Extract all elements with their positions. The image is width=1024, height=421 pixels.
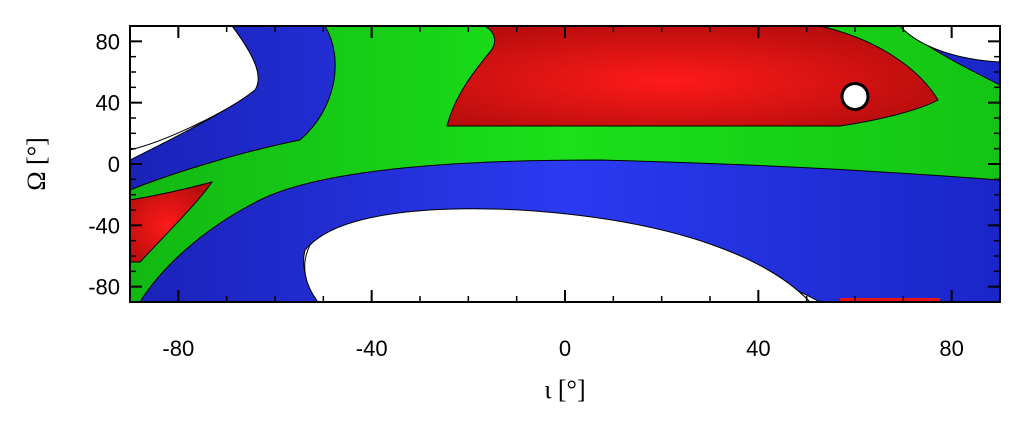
y-tick-label: -40 — [88, 213, 120, 238]
contour-strip-bottom — [840, 298, 940, 302]
y-tick-label: 40 — [96, 91, 120, 116]
contour-level-inner-left — [130, 181, 214, 263]
x-axis-label: ι [°] — [544, 375, 585, 404]
contour-map — [130, 26, 1000, 302]
y-tick-label: -80 — [88, 275, 120, 300]
x-tick-label: 40 — [746, 336, 770, 361]
empty-region-bottom — [304, 208, 811, 302]
axis-tick-labels: -80 -40 0 40 80 80 40 0 -40 -80 — [88, 29, 964, 361]
best-fit-marker — [840, 82, 870, 112]
x-tick-label: 0 — [559, 336, 571, 361]
contour-level-inner-upper — [446, 26, 939, 127]
x-tick-label: -40 — [356, 336, 388, 361]
axis-ticks — [129, 25, 1001, 303]
x-tick-label: -80 — [162, 336, 194, 361]
x-tick-label: 80 — [939, 336, 963, 361]
y-tick-label: 0 — [108, 152, 120, 177]
y-axis-label: Ω [°] — [22, 137, 51, 191]
empty-region-top-left — [130, 26, 259, 151]
y-tick-label: 80 — [96, 29, 120, 54]
